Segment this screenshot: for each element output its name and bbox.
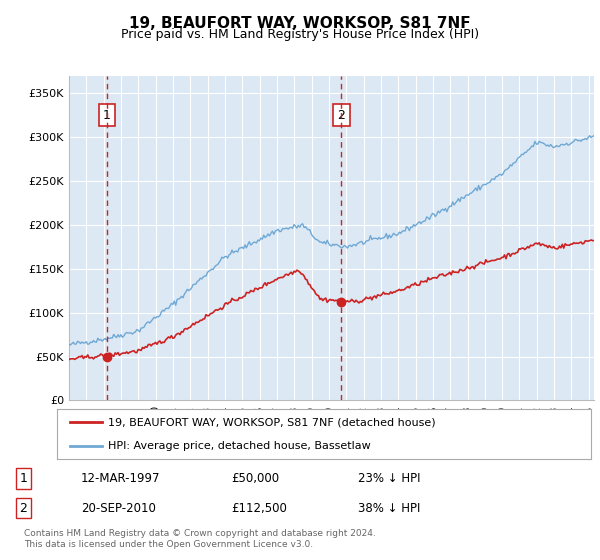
Text: 23% ↓ HPI: 23% ↓ HPI <box>358 472 420 485</box>
Text: £112,500: £112,500 <box>231 502 287 515</box>
Text: 2: 2 <box>20 502 28 515</box>
Text: 12-MAR-1997: 12-MAR-1997 <box>81 472 161 485</box>
Text: 1: 1 <box>20 472 28 485</box>
Text: 19, BEAUFORT WAY, WORKSOP, S81 7NF (detached house): 19, BEAUFORT WAY, WORKSOP, S81 7NF (deta… <box>108 417 436 427</box>
Text: Contains HM Land Registry data © Crown copyright and database right 2024.
This d: Contains HM Land Registry data © Crown c… <box>24 529 376 549</box>
Text: £50,000: £50,000 <box>231 472 279 485</box>
Text: 1: 1 <box>103 109 111 122</box>
Text: Price paid vs. HM Land Registry's House Price Index (HPI): Price paid vs. HM Land Registry's House … <box>121 28 479 41</box>
Text: 2: 2 <box>337 109 346 122</box>
Text: 19, BEAUFORT WAY, WORKSOP, S81 7NF: 19, BEAUFORT WAY, WORKSOP, S81 7NF <box>129 16 471 31</box>
Text: HPI: Average price, detached house, Bassetlaw: HPI: Average price, detached house, Bass… <box>108 441 370 451</box>
Text: 20-SEP-2010: 20-SEP-2010 <box>81 502 156 515</box>
Text: 38% ↓ HPI: 38% ↓ HPI <box>358 502 420 515</box>
